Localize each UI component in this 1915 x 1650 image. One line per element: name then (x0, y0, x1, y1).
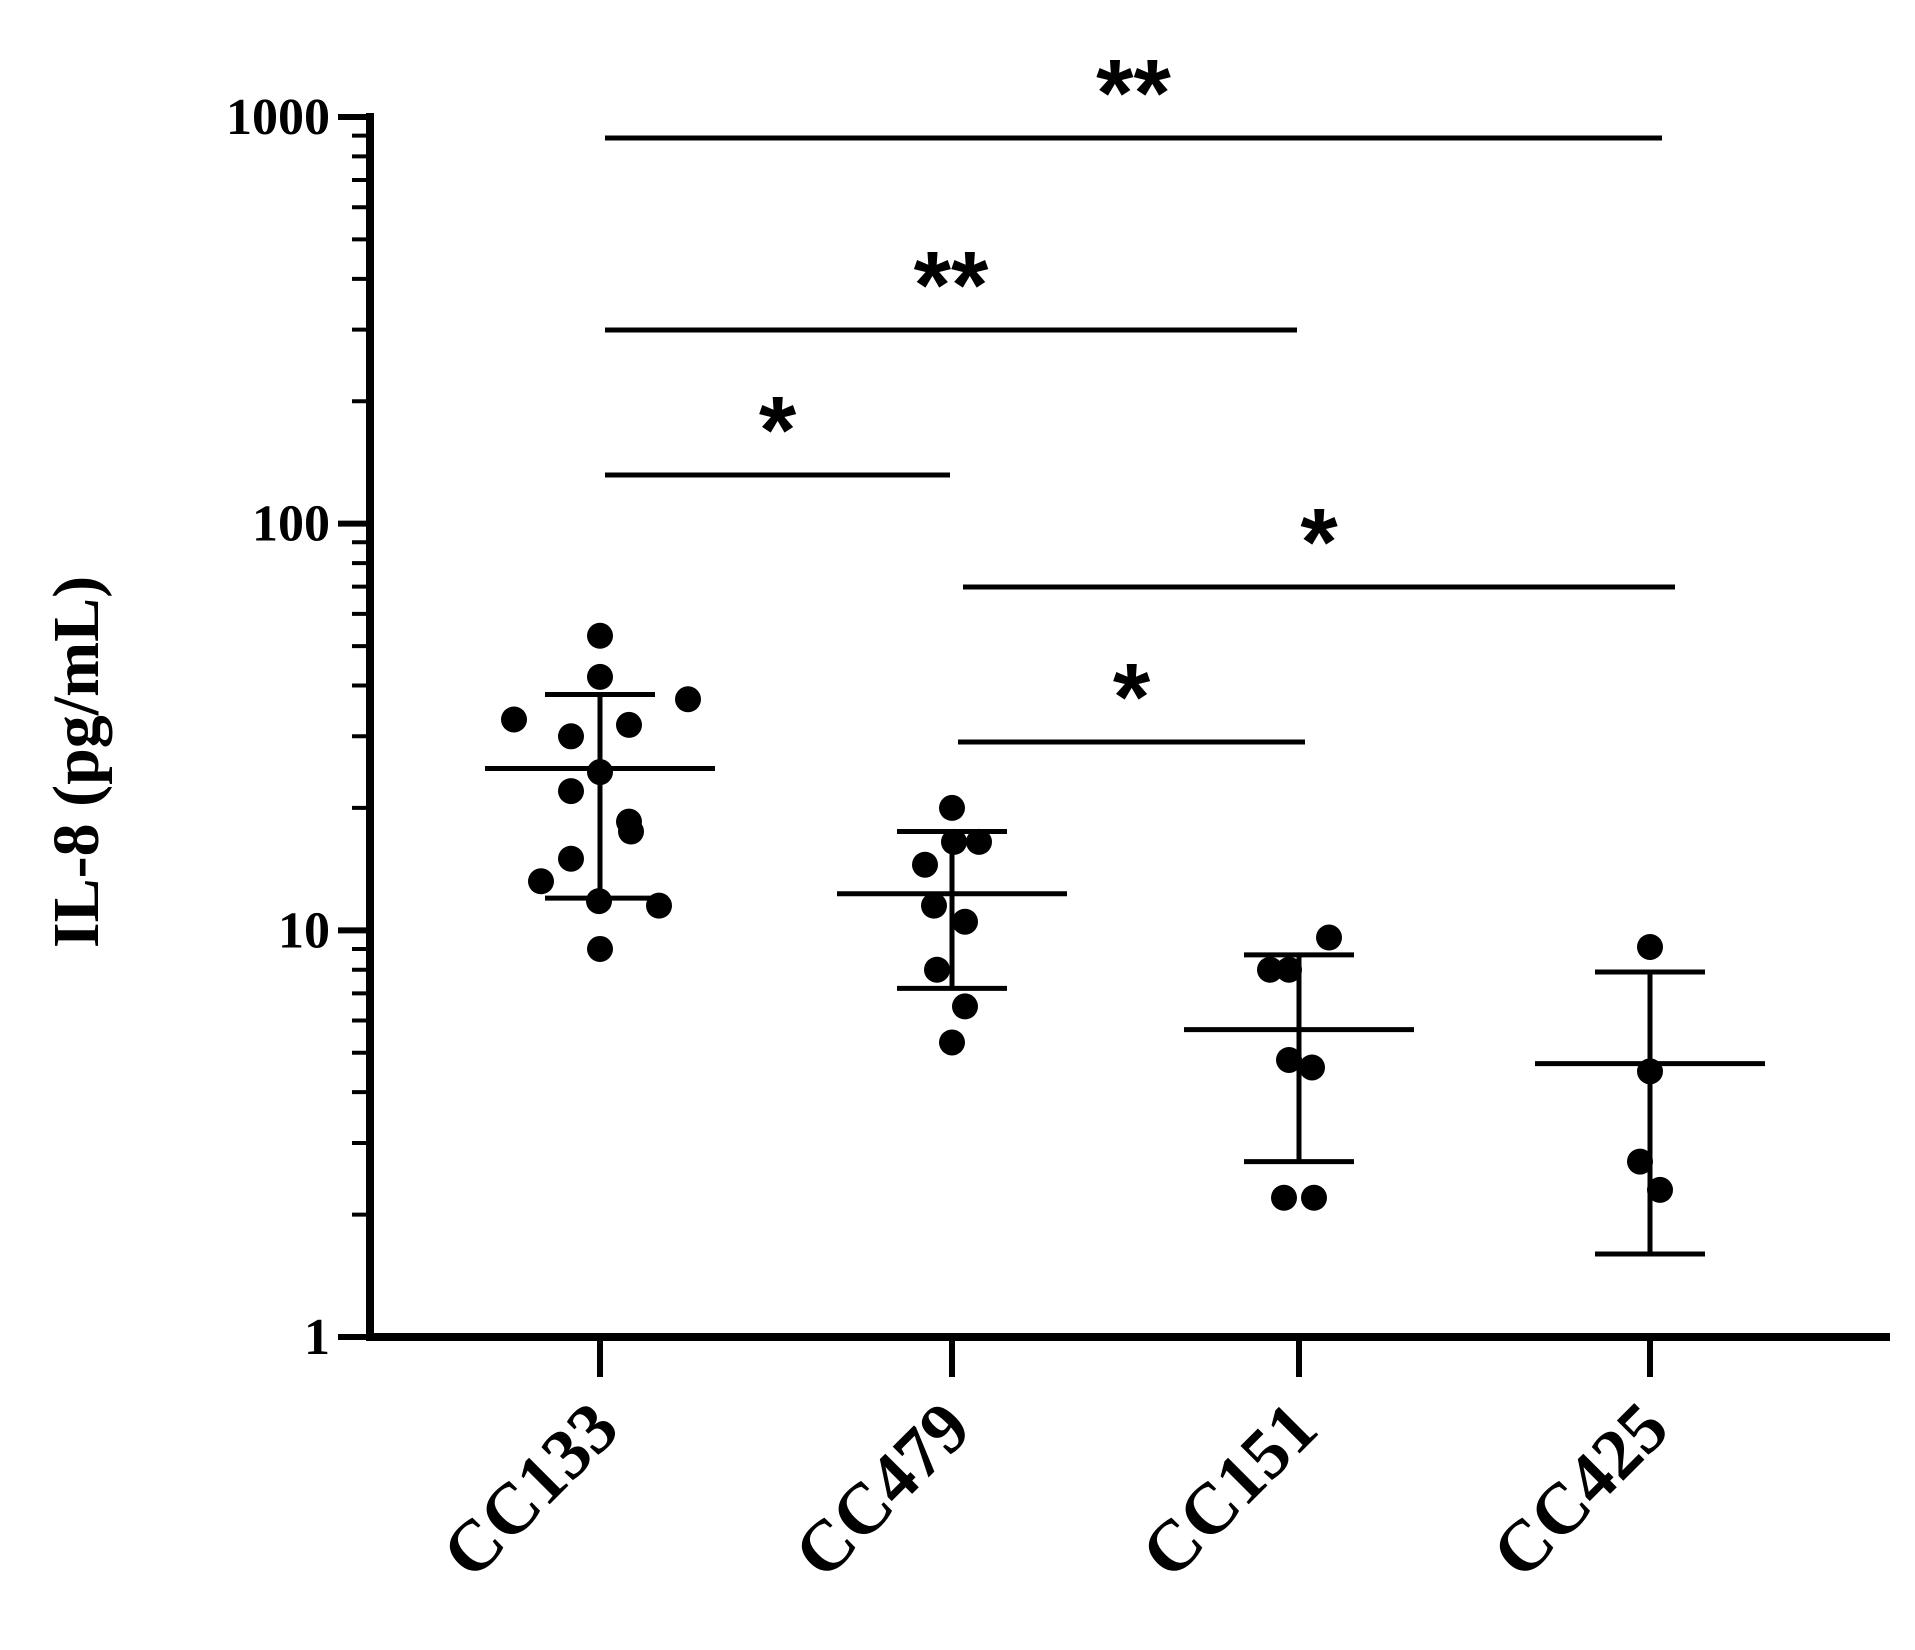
y-tick-label: 1000 (226, 89, 330, 146)
data-layer (485, 622, 1765, 1257)
data-point (646, 892, 672, 919)
x-category-label: CC425 (1477, 1387, 1683, 1593)
data-point (921, 892, 947, 919)
group-cc425 (1535, 933, 1765, 1257)
data-point (616, 711, 642, 738)
group-cc479 (837, 794, 1067, 1056)
data-point (1627, 1148, 1653, 1175)
data-point (587, 759, 613, 786)
axes: 1 10 100 1000 CC133 CC479 CC151 CC425 (226, 89, 1890, 1593)
data-point (952, 993, 978, 1020)
data-point (587, 663, 613, 690)
data-point (1299, 1054, 1325, 1081)
data-point (1637, 1058, 1663, 1085)
data-point (618, 818, 644, 845)
y-tick-label: 100 (252, 496, 330, 553)
data-point (966, 828, 992, 855)
data-point (586, 888, 612, 915)
y-tick-label: 10 (278, 902, 330, 959)
group-cc133 (485, 622, 715, 962)
data-point (558, 845, 584, 872)
significance-label: * (1300, 489, 1338, 596)
data-point (528, 868, 554, 895)
significance-label: * (759, 377, 797, 484)
significance-label: ** (1096, 40, 1171, 147)
data-point (1316, 924, 1342, 951)
data-point (912, 851, 938, 878)
data-point (558, 778, 584, 805)
data-point (1301, 1184, 1327, 1211)
data-point (1257, 956, 1283, 983)
significance-label: ** (914, 232, 989, 339)
data-point (558, 723, 584, 750)
x-category-label: CC151 (1126, 1387, 1332, 1593)
data-point (952, 908, 978, 935)
data-point (1271, 1184, 1297, 1211)
y-tick-label: 1 (304, 1309, 330, 1366)
data-point (675, 686, 701, 713)
significance-label: * (1113, 644, 1151, 751)
data-point (1637, 933, 1663, 960)
group-cc151 (1184, 924, 1414, 1211)
data-point (1276, 1046, 1302, 1073)
y-axis-title: IL-8 (pg/mL) (40, 576, 113, 948)
data-point (939, 794, 965, 821)
data-point (939, 1029, 965, 1056)
x-category-label: CC479 (779, 1387, 985, 1593)
data-point (587, 935, 613, 962)
data-point (941, 828, 967, 855)
x-category-label: CC133 (427, 1387, 633, 1593)
data-point (501, 706, 527, 733)
data-point (1647, 1176, 1673, 1203)
data-point (1276, 956, 1302, 983)
data-point (587, 622, 613, 649)
significance-brackets: ******* (605, 40, 1675, 751)
data-point (924, 956, 950, 983)
